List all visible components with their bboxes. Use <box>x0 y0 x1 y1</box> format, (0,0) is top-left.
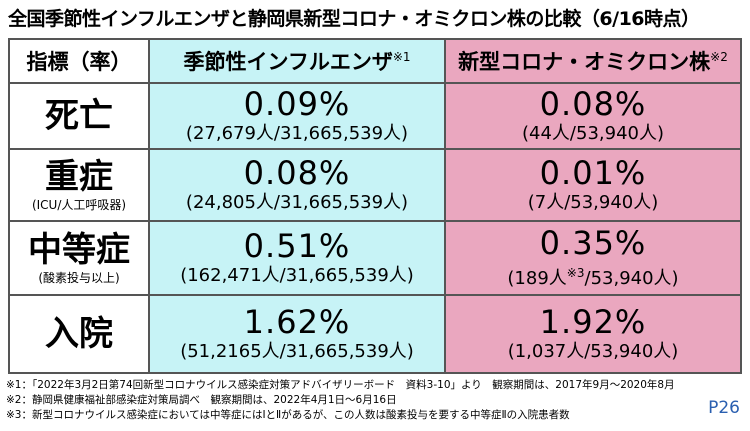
row-label: 死亡 <box>45 96 113 136</box>
detail-text: /53,940人) <box>584 268 679 289</box>
value-cell: 1.92% (1,037人/53,940人) <box>444 294 742 374</box>
header-cell: 季節性インフルエンザ※1 <box>148 38 446 84</box>
header-text: 新型コロナ・オミクロン株 <box>458 50 711 74</box>
count-detail: (189人※3/53,940人) <box>446 261 740 291</box>
note-mark: ※1 <box>392 50 411 64</box>
footnotes: ※1：「2022年3月2日第74回新型コロナウイルス感染症対策アドバイザリーボー… <box>6 378 675 423</box>
detail-text: (27,679人/31,665,539人) <box>185 123 409 144</box>
count-detail: (51,2165人/31,665,539人) <box>150 340 444 364</box>
page-number: P26 <box>708 398 740 418</box>
row-label-cell: 中等症 (酸素投与以上) <box>8 220 150 296</box>
value-cell: 0.35% (189人※3/53,940人) <box>444 220 742 296</box>
count-detail: (162,471人/31,665,539人) <box>150 264 444 288</box>
detail-text: (7人/53,940人) <box>527 192 659 213</box>
row-label: 中等症 <box>28 229 130 270</box>
value-cell: 0.09% (27,679人/31,665,539人) <box>148 82 446 150</box>
value-cell: 0.08% (24,805人/31,665,539人) <box>148 148 446 222</box>
count-detail: (7人/53,940人) <box>446 191 740 215</box>
rate: 0.51% <box>243 227 351 265</box>
row-sublabel: (ICU/人工呼吸器) <box>31 197 127 212</box>
header-cell: 指標（率） <box>8 38 150 84</box>
count-detail: (24,805人/31,665,539人) <box>150 191 444 215</box>
rate: 0.09% <box>243 85 351 123</box>
row-sublabel: (酸素投与以上) <box>38 270 120 285</box>
row-label: 入院 <box>45 314 113 354</box>
row-label: 重症 <box>45 156 113 197</box>
detail-text: (1,037人/53,940人) <box>507 341 679 362</box>
header-text: 指標（率） <box>26 50 132 74</box>
row-label-cell: 重症 (ICU/人工呼吸器) <box>8 148 150 222</box>
rate: 0.08% <box>539 85 647 123</box>
detail-text: (51,2165人/31,665,539人) <box>180 341 414 362</box>
detail-text: (162,471人/31,665,539人) <box>180 265 414 286</box>
rate: 0.35% <box>539 224 647 262</box>
detail-text: (24,805人/31,665,539人) <box>185 192 409 213</box>
detail-text: (189人 <box>507 268 567 289</box>
footnote: ※2：静岡県健康福祉部感染症対策局調べ 観察期間は、2022年4月1日～6月16… <box>6 394 397 406</box>
comparison-table: 指標（率） 季節性インフルエンザ※1 新型コロナ・オミクロン株※2 死亡 0.09% (2… <box>8 38 742 374</box>
value-cell: 0.51% (162,471人/31,665,539人) <box>148 220 446 296</box>
detail-text: (44人/53,940人) <box>522 123 664 144</box>
rate: 0.01% <box>539 154 647 192</box>
value-cell: 0.08% (44人/53,940人) <box>444 82 742 150</box>
note-mark: ※2 <box>710 50 728 64</box>
header-text: 季節性インフルエンザ <box>183 50 393 74</box>
count-detail: (44人/53,940人) <box>446 122 740 146</box>
count-detail: (1,037人/53,940人) <box>446 340 740 364</box>
rate: 1.92% <box>539 303 647 341</box>
table-row: 重症 (ICU/人工呼吸器) 0.08% (24,805人/31,665,539人) 0… <box>8 148 742 222</box>
title: 全国季節性インフルエンザと静岡県新型コロナ・オミクロン株の比較（6/16時点） <box>8 8 700 30</box>
value-cell: 0.01% (7人/53,940人) <box>444 148 742 222</box>
rate: 1.62% <box>243 303 351 341</box>
footnote: ※3：新型コロナウイルス感染症においては中等症にはⅠとⅡがあるが、この人数は酸素… <box>6 409 570 421</box>
value-cell: 1.62% (51,2165人/31,665,539人) <box>148 294 446 374</box>
footnote: ※1：「2022年3月2日第74回新型コロナウイルス感染症対策アドバイザリーボー… <box>6 379 675 391</box>
rate: 0.08% <box>243 154 351 192</box>
header-row: 指標（率） 季節性インフルエンザ※1 新型コロナ・オミクロン株※2 <box>8 38 742 84</box>
row-label-cell: 入院 <box>8 294 150 374</box>
row-label-cell: 死亡 <box>8 82 150 150</box>
table-row: 入院 1.62% (51,2165人/31,665,539人) 1.92% (1,037… <box>8 294 742 374</box>
table-row: 中等症 (酸素投与以上) 0.51% (162,471人/31,665,539人) 0.… <box>8 220 742 296</box>
table-row: 死亡 0.09% (27,679人/31,665,539人) 0.08% (44人/53… <box>8 82 742 150</box>
note-mark: ※3 <box>566 266 585 280</box>
header-cell: 新型コロナ・オミクロン株※2 <box>444 38 742 84</box>
count-detail: (27,679人/31,665,539人) <box>150 122 444 146</box>
